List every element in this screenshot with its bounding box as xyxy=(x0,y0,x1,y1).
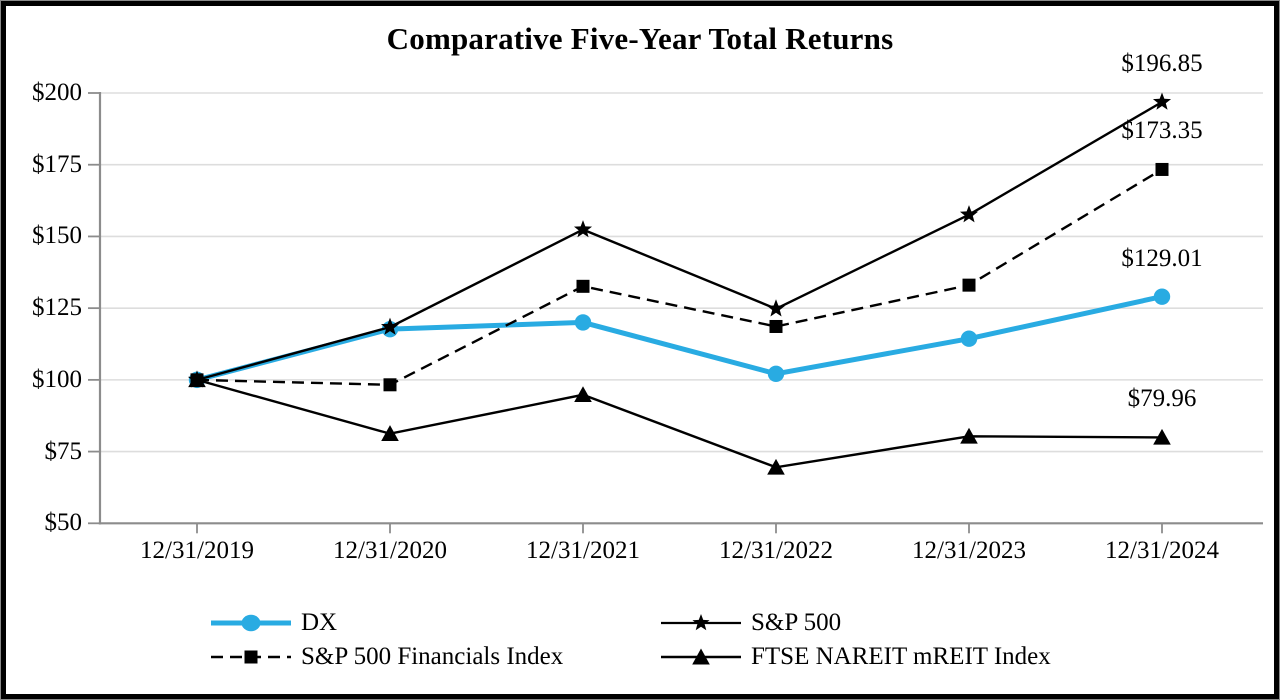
marker-star-sp500 xyxy=(573,220,593,238)
x-axis-tick-label: 12/31/2019 xyxy=(140,537,254,564)
x-axis-tick-label: 12/31/2021 xyxy=(526,537,640,564)
y-axis-tick-label: $200 xyxy=(32,79,82,106)
x-axis-tick-label: 12/31/2020 xyxy=(333,537,447,564)
marker-square-financials xyxy=(1155,162,1169,176)
series-line-dx xyxy=(196,294,1163,383)
marker-square-financials xyxy=(962,278,976,292)
marker-star-sp500 xyxy=(959,205,979,223)
legend-sample-financials-line-icon xyxy=(211,650,291,664)
chart-title: Comparative Five-Year Total Returns xyxy=(386,21,894,56)
marker-triangle-mreit xyxy=(960,427,978,444)
legend-label-sp500: S&P 500 xyxy=(751,609,842,636)
y-axis-tick-label: $100 xyxy=(32,365,82,393)
series-line-sp500 xyxy=(196,100,1163,382)
marker-star-sp500 xyxy=(1152,92,1172,110)
x-axis-tick-label: 12/31/2023 xyxy=(912,537,1026,564)
marker-square-financials xyxy=(576,279,590,293)
marker-triangle-mreit xyxy=(1153,428,1171,445)
marker-circle-dx xyxy=(1153,288,1171,305)
legend-item-mreit: FTSE NAREIT mREIT Index xyxy=(660,641,1051,673)
end-label-financials: $173.35 xyxy=(1121,117,1203,145)
y-axis-tick-label: $50 xyxy=(44,509,83,537)
y-axis-tick-label: $150 xyxy=(32,222,82,250)
marker-triangle-mreit xyxy=(767,458,785,475)
marker-circle-dx xyxy=(574,314,592,331)
y-axis-tick-label: $175 xyxy=(32,150,82,178)
legend-item-financials: S&P 500 Financials Index xyxy=(210,641,563,673)
marker-triangle-mreit xyxy=(381,425,399,441)
series-line-mreit xyxy=(196,378,1163,469)
legend-label-financials: S&P 500 Financials Index xyxy=(301,643,564,670)
marker-square-financials xyxy=(769,319,783,333)
marker-circle-dx xyxy=(767,365,785,382)
legend-sample-mreit-line-icon xyxy=(661,648,741,665)
legend-label-dx: DX xyxy=(301,609,338,636)
legend-item-dx: DX xyxy=(210,607,337,639)
legend-label-mreit: FTSE NAREIT mREIT Index xyxy=(751,643,1051,670)
legend-sample-sp500-line-icon xyxy=(661,614,741,631)
end-label-mreit: $79.96 xyxy=(1127,385,1197,413)
legend-sample-dx-line-icon xyxy=(211,614,291,632)
marker-square-financials xyxy=(383,378,397,392)
x-axis-tick-label: 12/31/2022 xyxy=(719,537,833,564)
end-label-sp500: $196.85 xyxy=(1121,50,1203,78)
marker-circle-dx xyxy=(960,330,978,347)
marker-triangle-mreit xyxy=(574,386,592,403)
y-axis-tick-label: $75 xyxy=(44,437,83,465)
marker-star-sp500 xyxy=(766,299,786,317)
end-label-dx: $129.01 xyxy=(1121,244,1203,272)
legend-item-sp500: S&P 500 xyxy=(660,607,841,639)
marker-star-sp500 xyxy=(380,317,400,335)
y-axis-tick-label: $125 xyxy=(32,294,82,322)
x-axis-tick-label: 12/31/2024 xyxy=(1105,537,1219,564)
series-line-financials xyxy=(196,168,1163,387)
marker-square-financials xyxy=(190,373,204,387)
